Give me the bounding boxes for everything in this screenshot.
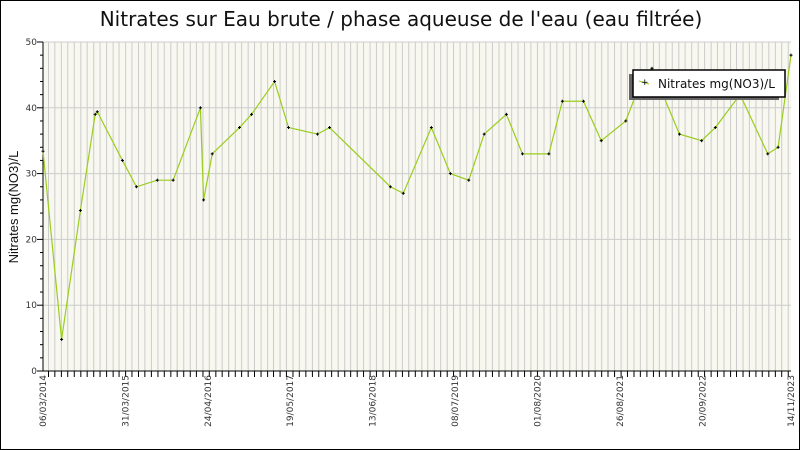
legend-box	[632, 69, 786, 98]
data-point	[789, 53, 793, 57]
data-point	[120, 158, 124, 162]
data-point	[273, 79, 277, 83]
data-point	[171, 178, 175, 182]
data-point	[520, 152, 524, 156]
data-point	[134, 185, 138, 189]
data-point	[624, 119, 628, 123]
y-tick-label: 20	[26, 235, 38, 245]
y-tick-label: 0	[31, 367, 37, 377]
data-point	[388, 185, 392, 189]
series	[41, 53, 793, 341]
data-point	[504, 112, 508, 116]
data-point	[482, 132, 486, 136]
x-tick-label: 31/03/2015	[121, 375, 131, 427]
legend-entry: Nitrates mg(NO3)/L	[658, 77, 775, 91]
data-point	[287, 126, 291, 130]
legend: + Nitrates mg(NO3)/L	[629, 69, 786, 100]
data-point	[198, 106, 202, 110]
data-point	[60, 337, 64, 341]
chart-title: Nitrates sur Eau brute / phase aqueuse d…	[99, 7, 703, 31]
data-point	[766, 152, 770, 156]
x-tick-label: 01/08/2020	[533, 375, 543, 427]
data-point	[448, 172, 452, 176]
y-tick-label: 50	[26, 38, 38, 48]
data-point	[250, 112, 254, 116]
data-point	[41, 149, 45, 153]
data-point	[713, 126, 717, 130]
x-tick-label: 24/04/2016	[204, 375, 214, 427]
data-point	[238, 126, 242, 130]
x-tick-label: 06/03/2014	[39, 375, 49, 427]
data-point	[210, 152, 214, 156]
data-point	[202, 198, 206, 202]
y-tick-label: 10	[26, 301, 38, 311]
legend-marker-icon: +	[641, 78, 649, 88]
data-point	[93, 112, 97, 116]
legend-line-swatch	[638, 80, 650, 85]
data-point	[547, 152, 551, 156]
data-point	[700, 139, 704, 143]
data-point	[776, 145, 780, 149]
data-point	[467, 178, 471, 182]
x-tick-label: 08/07/2019	[451, 375, 461, 427]
x-tick-label: 14/11/2023	[787, 375, 797, 427]
data-point	[315, 132, 319, 136]
data-point	[78, 208, 82, 212]
y-tick-label: 30	[26, 170, 38, 180]
data-point	[677, 132, 681, 136]
data-point	[95, 110, 99, 114]
x-tick-label: 20/09/2022	[698, 375, 708, 427]
x-tick-label: 19/05/2017	[286, 375, 296, 427]
data-point	[582, 99, 586, 103]
data-point	[328, 126, 332, 130]
axes: 0 10 20 30 40 50 06/03/2014 31/03/2015 24/04/201…	[26, 38, 797, 427]
data-point	[560, 99, 564, 103]
data-point	[155, 178, 159, 182]
y-tick-label: 40	[26, 104, 38, 114]
series-line	[42, 55, 792, 340]
data-point	[429, 126, 433, 130]
x-tick-label: 26/08/2021	[616, 375, 626, 427]
data-point	[401, 191, 405, 195]
y-axis-label: Nitrates mg(NO3)/L	[6, 151, 21, 264]
x-tick-label: 13/06/2018	[369, 375, 379, 427]
data-point	[599, 139, 603, 143]
